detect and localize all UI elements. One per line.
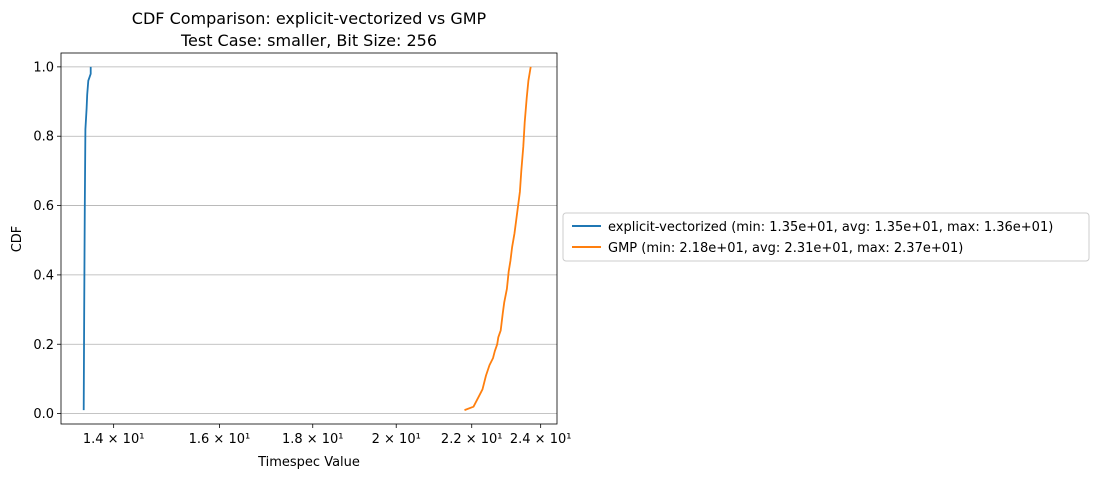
x-tick-label: 1.4 × 10¹ [83, 432, 145, 447]
series-lines [82, 66, 532, 411]
x-tick-label: 2.4 × 10¹ [510, 432, 572, 447]
x-tick-label: 1.6 × 10¹ [189, 432, 251, 447]
y-tick-label: 0.8 [33, 130, 54, 145]
y-axis-label: CDF [10, 226, 25, 253]
chart-title: CDF Comparison: explicit-vectorized vs G… [132, 9, 487, 28]
y-tick-label: 0.4 [33, 268, 54, 283]
x-tick-label: 2 × 10¹ [372, 432, 421, 447]
y-tick-label: 0.2 [33, 338, 54, 353]
gridlines [61, 66, 557, 414]
x-tick-label: 2.2 × 10¹ [441, 432, 503, 447]
x-axis-label: Timespec Value [257, 455, 360, 470]
y-tick-label: 1.0 [33, 60, 54, 75]
series-line-gmp [464, 66, 532, 411]
legend-label-gmp: GMP (min: 2.18e+01, avg: 2.31e+01, max: … [608, 241, 963, 256]
legend-box [562, 212, 1090, 262]
x-tick-label: 1.8 × 10¹ [282, 432, 344, 447]
y-tick-label: 0.0 [33, 407, 54, 422]
legend-label-explicit-vectorized: explicit-vectorized (min: 1.35e+01, avg:… [608, 220, 1053, 235]
plot-frame [60, 52, 558, 425]
y-tick-label: 0.6 [33, 199, 54, 214]
x-axis-ticks: 1.4 × 10¹ 1.6 × 10¹ 1.8 × 10¹ 2 × 10¹ 2.2 × … [83, 424, 572, 447]
series-line-explicit-vectorized [82, 66, 92, 411]
legend: explicit-vectorized (min: 1.35e+01, avg:… [562, 212, 1090, 262]
y-axis-ticks: 0.0 0.2 0.4 0.6 0.8 1.0 [33, 60, 61, 422]
chart-subtitle: Test Case: smaller, Bit Size: 256 [180, 31, 437, 50]
